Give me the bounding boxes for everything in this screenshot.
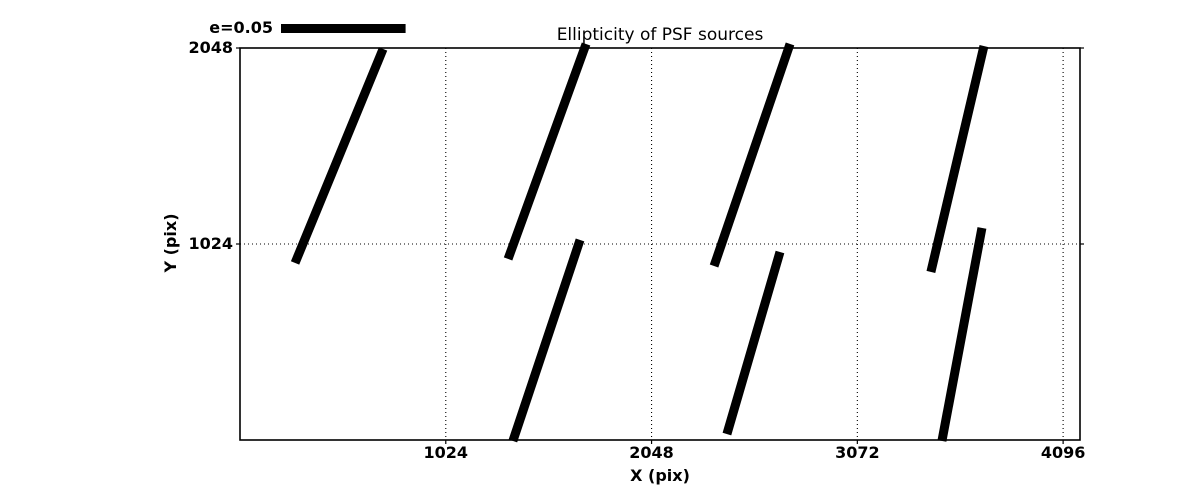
whisker-segment [709, 42, 795, 268]
whisker-segment [926, 45, 989, 273]
y-tick-label: 1024 [188, 234, 233, 253]
x-tick-label: 2048 [629, 443, 674, 462]
whisker-segment [290, 47, 388, 265]
tick-label-layer: 1024 2048 3072 4096 1024 2048 [188, 38, 1085, 462]
tick-mark-layer [236, 47, 1084, 444]
x-tick-label: 4096 [1041, 443, 1086, 462]
whisker-segment [508, 238, 585, 443]
whisker-segments-layer [290, 42, 989, 443]
whisker-segment [937, 227, 987, 442]
y-axis-label: Y (pix) [161, 213, 180, 273]
whisker-segment [503, 42, 591, 261]
whisker-segment [722, 250, 785, 436]
x-tick-label: 1024 [424, 443, 469, 462]
legend-label: e=0.05 [209, 18, 273, 37]
x-axis-label: X (pix) [630, 466, 690, 485]
y-tick-label: 2048 [188, 38, 233, 57]
plot-title: Ellipticity of PSF sources [557, 25, 764, 45]
x-tick-label: 3072 [835, 443, 880, 462]
